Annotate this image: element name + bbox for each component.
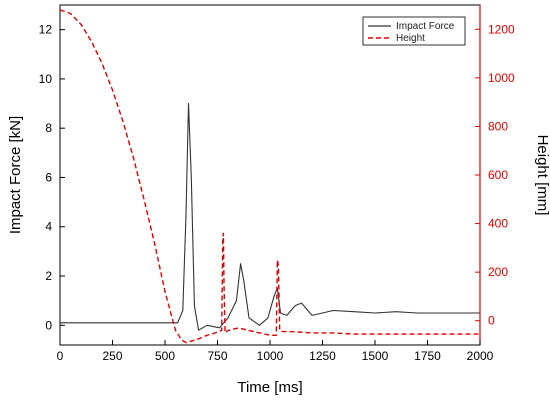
x-tick-label: 1000 [257, 349, 284, 363]
x-tick-label: 1750 [414, 349, 441, 363]
y-left-tick-label: 8 [45, 121, 52, 135]
series-line-impact-force [60, 103, 480, 331]
y-right-tick-label: 800 [488, 119, 508, 133]
x-tick-label: 0 [57, 349, 64, 363]
y-right-tick-label: 0 [488, 314, 495, 328]
x-tick-label: 1500 [362, 349, 389, 363]
y-right-tick-label: 600 [488, 168, 508, 182]
y-left-tick-label: 2 [45, 269, 52, 283]
y-left-tick-label: 6 [45, 170, 52, 184]
y-left-tick-label: 4 [45, 220, 52, 234]
axes-layer: 0 250 500 750 1000 1250 1500 1750 20000246810120… [39, 5, 515, 363]
y-axis-left-title: Impact Force [kN] [7, 116, 24, 234]
legend: Impact Force Height [362, 16, 466, 46]
y-left-tick-label: 0 [45, 318, 52, 332]
series-line-height [59, 9, 480, 344]
y-right-tick-label: 200 [488, 265, 508, 279]
legend-label-height: Height [396, 33, 425, 44]
x-tick-label: 2000 [467, 349, 494, 363]
y-right-tick-label: 400 [488, 217, 508, 231]
x-tick-label: 1250 [309, 349, 336, 363]
y-left-tick-label: 10 [39, 72, 53, 86]
x-tick-label: 250 [102, 349, 122, 363]
y-axis-right-title: Height [mm] [534, 135, 550, 216]
series-layer [59, 9, 480, 344]
x-axis-title: Time [ms] [237, 379, 302, 396]
legend-box [362, 16, 466, 46]
legend-label-impact-force: Impact Force [396, 21, 455, 32]
plot-frame [59, 4, 481, 346]
x-tick-label: 750 [207, 349, 227, 363]
y-right-tick-label: 1200 [488, 22, 515, 36]
x-tick-label: 500 [155, 349, 175, 363]
y-left-tick-label: 12 [39, 23, 53, 37]
y-right-tick-label: 1000 [488, 71, 515, 85]
